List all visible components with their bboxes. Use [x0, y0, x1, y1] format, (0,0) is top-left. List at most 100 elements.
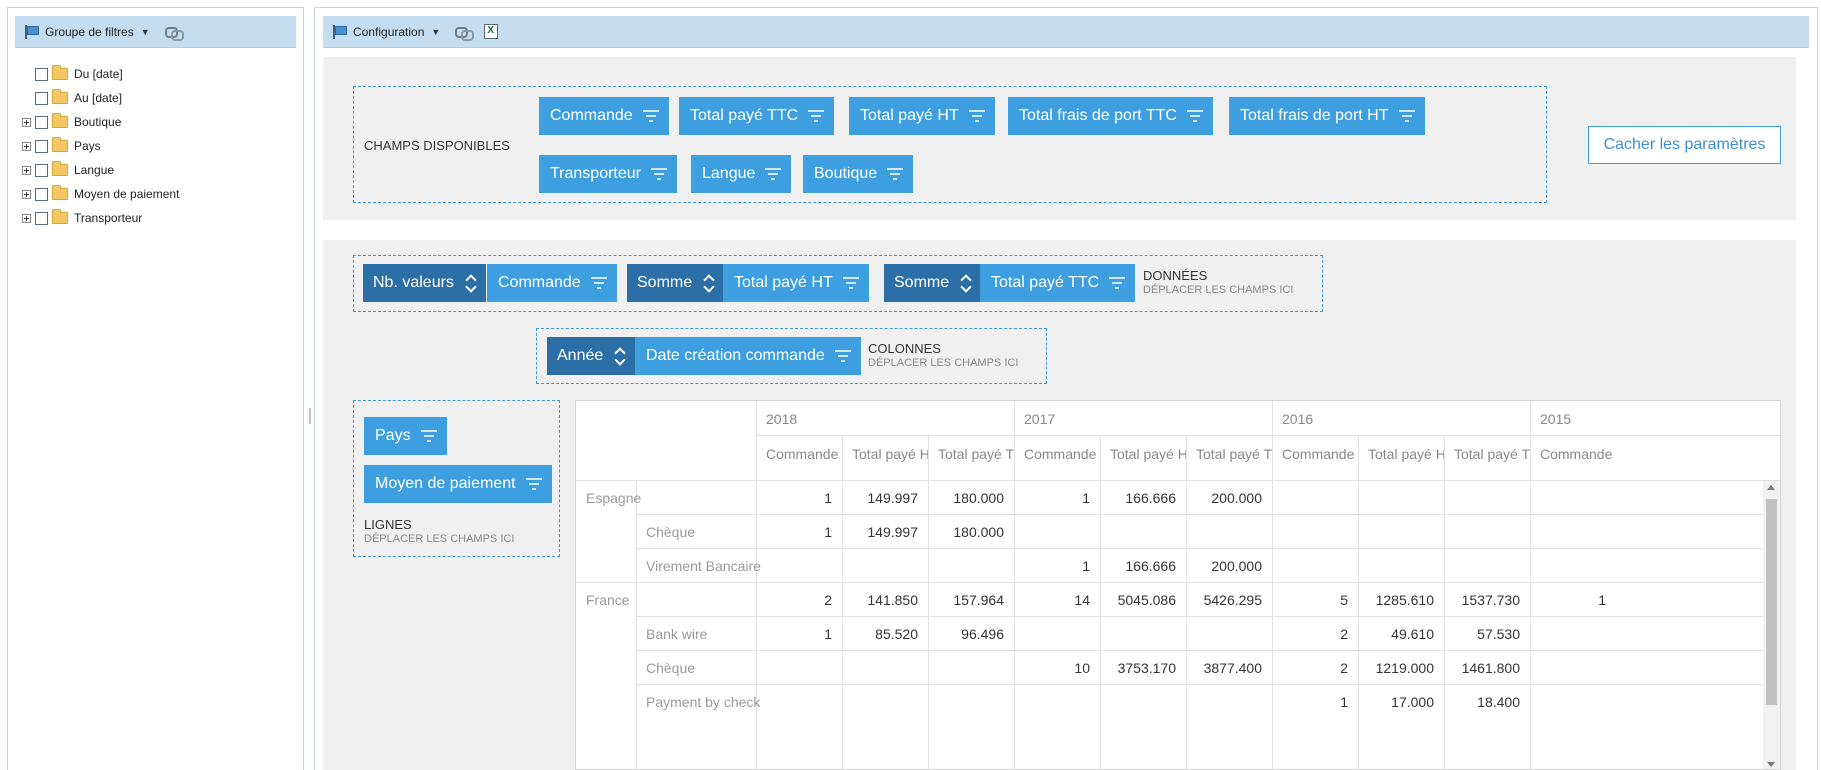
filter-tree-item[interactable]: Au [date] [22, 86, 303, 110]
value-cell[interactable]: 166.666 [1125, 490, 1176, 506]
field-chip-boutique[interactable]: Boutique [803, 155, 914, 193]
filter-checkbox[interactable] [35, 91, 48, 105]
scroll-down-icon[interactable] [1767, 762, 1775, 767]
expand-icon[interactable] [22, 117, 31, 127]
filter-icon[interactable] [808, 110, 825, 122]
value-cell[interactable]: 1 [824, 524, 832, 540]
column-subheader[interactable]: Total payé TTC [1454, 446, 1530, 462]
year-header[interactable]: 2015 [1540, 411, 1572, 427]
value-cell[interactable]: 1 [1598, 592, 1606, 608]
filter-tree-label[interactable]: Boutique [74, 115, 122, 129]
column-dropzone[interactable] [536, 328, 1047, 384]
value-cell[interactable]: 57.530 [1477, 626, 1520, 642]
payment-method-cell[interactable]: Chèque [646, 660, 696, 676]
value-cell[interactable]: 180.000 [953, 524, 1004, 540]
expand-icon[interactable] [22, 141, 31, 151]
sort-icon[interactable] [466, 274, 476, 292]
value-cell[interactable]: 5 [1340, 592, 1348, 608]
filter-icon[interactable] [1398, 110, 1415, 122]
filter-checkbox[interactable] [35, 187, 48, 201]
excel-export-icon[interactable] [484, 24, 499, 39]
filter-tree-item[interactable]: Boutique [22, 110, 303, 134]
field-chip-total-paye-ht[interactable]: Total payé HT [849, 97, 995, 135]
value-cell[interactable]: 49.610 [1391, 626, 1434, 642]
refresh-icon[interactable] [454, 24, 475, 41]
value-cell[interactable]: 1537.730 [1461, 592, 1520, 608]
country-cell[interactable]: France [586, 592, 630, 608]
expand-icon[interactable] [22, 213, 31, 223]
filter-icon[interactable] [1109, 277, 1126, 289]
value-cell[interactable]: 1 [824, 490, 832, 506]
aggregate-chip-sum-ht[interactable]: Somme [627, 264, 725, 302]
filter-icon[interactable] [420, 430, 437, 442]
value-cell[interactable]: 200.000 [1211, 558, 1262, 574]
filter-group-icon[interactable] [23, 24, 39, 40]
field-chip-total-frais-port-ttc[interactable]: Total frais de port TTC [1008, 97, 1213, 135]
filter-icon[interactable] [842, 277, 859, 289]
filter-tree-item[interactable]: Du [date] [22, 62, 303, 86]
data-chip-total-paye-ttc[interactable]: Total payé TTC [980, 264, 1136, 302]
value-cell[interactable]: 5045.086 [1117, 592, 1176, 608]
filter-tree-item[interactable]: Moyen de paiement [22, 182, 303, 206]
filter-icon[interactable] [651, 168, 667, 180]
row-dropzone[interactable] [353, 400, 560, 557]
value-cell[interactable]: 157.964 [953, 592, 1004, 608]
value-cell[interactable]: 3877.400 [1203, 660, 1262, 676]
year-header[interactable]: 2016 [1282, 411, 1314, 427]
country-cell[interactable]: Espagne [586, 490, 642, 506]
value-cell[interactable]: 18.400 [1477, 694, 1520, 710]
column-subheader[interactable]: Total payé HT [1368, 446, 1444, 462]
row-chip-pays[interactable]: Pays [364, 417, 447, 455]
filter-tree-label[interactable]: Du [date] [74, 67, 123, 81]
scroll-up-icon[interactable] [1767, 485, 1775, 490]
field-chip-transporteur[interactable]: Transporteur [539, 155, 677, 193]
configuration-icon[interactable] [331, 24, 347, 40]
aggregate-chip-year[interactable]: Année [547, 337, 636, 375]
filter-checkbox[interactable] [35, 211, 48, 225]
value-cell[interactable]: 166.666 [1125, 558, 1176, 574]
filter-tree-label[interactable]: Au [date] [74, 91, 123, 105]
filter-tree-item[interactable]: Transporteur [22, 206, 303, 230]
value-cell[interactable]: 1219.000 [1375, 660, 1434, 676]
aggregate-chip-count[interactable]: Nb. valeurs [363, 264, 486, 302]
payment-method-cell[interactable]: Payment by check [646, 694, 761, 710]
refresh-icon[interactable] [164, 24, 184, 41]
filter-tree-item[interactable]: Pays [22, 134, 303, 158]
filter-tree-label[interactable]: Pays [74, 139, 101, 153]
row-chip-moyen-paiement[interactable]: Moyen de paiement [364, 465, 552, 503]
sort-icon[interactable] [704, 274, 714, 292]
column-subheader[interactable]: Commande (N [1540, 446, 1616, 462]
column-subheader[interactable]: Total payé TTC [938, 446, 1014, 462]
value-cell[interactable]: 10 [1074, 660, 1090, 676]
filter-tree-label[interactable]: Langue [74, 163, 115, 177]
aggregate-chip-sum-ttc[interactable]: Somme [884, 264, 982, 302]
payment-method-cell[interactable]: Chèque [646, 524, 696, 540]
value-cell[interactable]: 2 [1340, 626, 1348, 642]
column-chip-date-creation[interactable]: Date création commande [635, 337, 861, 375]
value-cell[interactable]: 85.520 [875, 626, 918, 642]
filter-icon[interactable] [525, 478, 542, 490]
value-cell[interactable]: 180.000 [953, 490, 1004, 506]
filter-tree-label[interactable]: Moyen de paiement [74, 187, 180, 201]
value-cell[interactable]: 1461.800 [1461, 660, 1520, 676]
column-subheader[interactable]: Commande (N [1024, 446, 1100, 462]
value-cell[interactable]: 1 [1082, 490, 1090, 506]
value-cell[interactable]: 2 [824, 592, 832, 608]
value-cell[interactable]: 1285.610 [1375, 592, 1434, 608]
filter-tree-label[interactable]: Transporteur [74, 211, 143, 225]
value-cell[interactable]: 14 [1074, 592, 1090, 608]
value-cell[interactable]: 1 [1082, 558, 1090, 574]
payment-method-cell[interactable]: Virement Bancaire [646, 558, 761, 574]
available-fields-dropzone[interactable] [353, 86, 1547, 203]
filter-checkbox[interactable] [35, 163, 48, 177]
filter-icon[interactable] [887, 168, 904, 180]
vertical-scrollbar[interactable] [1763, 481, 1780, 769]
data-chip-commande[interactable]: Commande [487, 264, 617, 302]
filter-checkbox[interactable] [35, 139, 48, 153]
column-subheader[interactable]: Total payé TTC [1196, 446, 1272, 462]
value-cell[interactable]: 3753.170 [1117, 660, 1176, 676]
column-subheader[interactable]: Commande (N [1282, 446, 1358, 462]
field-chip-langue[interactable]: Langue [691, 155, 792, 193]
sort-icon[interactable] [961, 274, 971, 292]
column-subheader[interactable]: Total payé HT [852, 446, 928, 462]
